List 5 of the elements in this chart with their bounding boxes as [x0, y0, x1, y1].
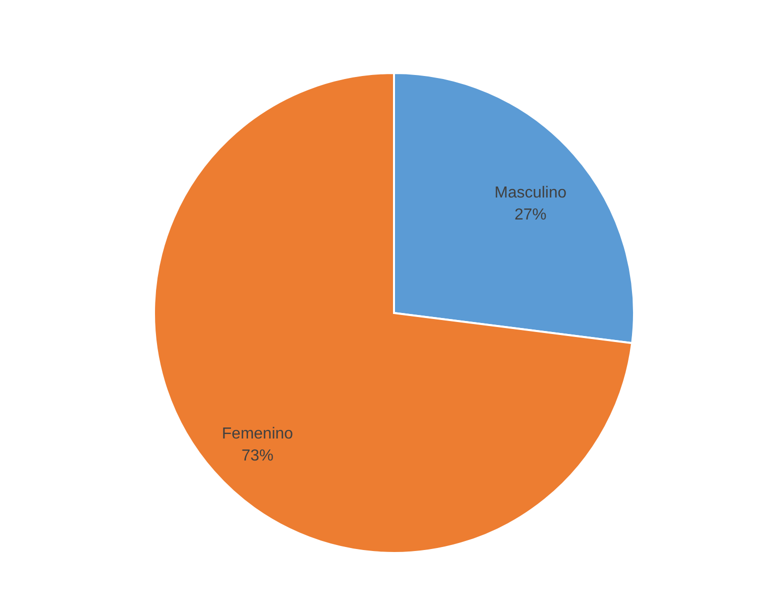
- data-label: 73%: [241, 447, 274, 464]
- slice-label: Femenino: [222, 425, 294, 442]
- pie-slice: [153, 72, 634, 554]
- data-label: 27%: [514, 206, 547, 224]
- slice-label: Masculino: [494, 184, 567, 202]
